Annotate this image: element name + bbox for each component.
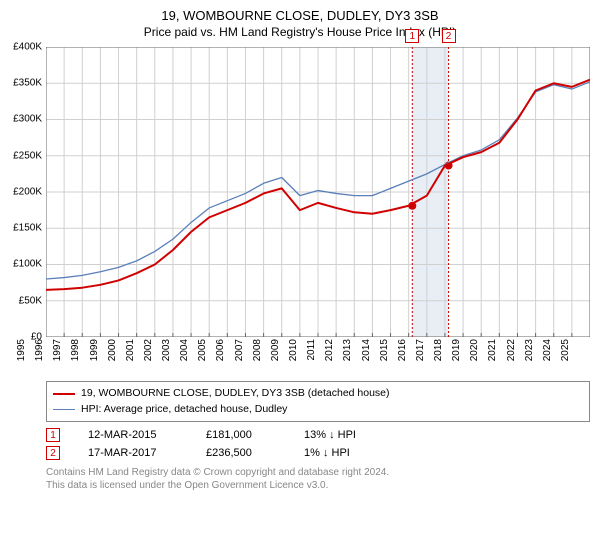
x-tick-label: 2003 [161,339,172,369]
sale-price: £236,500 [206,447,276,459]
x-tick-label: 2022 [506,339,517,369]
legend-label: 19, WOMBOURNE CLOSE, DUDLEY, DY3 3SB (de… [81,386,390,402]
x-tick-label: 2011 [306,339,317,369]
x-tick-label: 2004 [179,339,190,369]
x-tick-label: 2019 [451,339,462,369]
x-tick-label: 2021 [487,339,498,369]
sale-date: 12-MAR-2015 [88,429,178,441]
x-tick-label: 2005 [197,339,208,369]
legend-swatch [53,393,75,395]
sale-marker-box: 1 [46,428,60,442]
x-tick-label: 2016 [397,339,408,369]
x-tick-label: 2002 [143,339,154,369]
footer-line-2: This data is licensed under the Open Gov… [46,479,590,492]
sale-date: 17-MAR-2017 [88,447,178,459]
x-tick-label: 2007 [234,339,245,369]
sales-table: 1 12-MAR-2015 £181,000 13% ↓ HPI 2 17-MAR-201… [46,428,590,460]
footer-attribution: Contains HM Land Registry data © Crown c… [46,466,590,492]
sale-marker-2: 2 [442,29,456,43]
x-tick-label: 1996 [34,339,45,369]
x-tick-label: 2006 [215,339,226,369]
sale-marker-1: 1 [405,29,419,43]
sale-diff: 1% ↓ HPI [304,447,350,459]
x-tick-label: 1998 [70,339,81,369]
sale-row: 1 12-MAR-2015 £181,000 13% ↓ HPI [46,428,590,442]
x-tick-label: 2008 [252,339,263,369]
x-tick-label: 2017 [415,339,426,369]
x-tick-label: 2012 [324,339,335,369]
legend-box: 19, WOMBOURNE CLOSE, DUDLEY, DY3 3SB (de… [46,381,590,423]
y-tick-label: £150K [13,223,42,234]
chart-title: 19, WOMBOURNE CLOSE, DUDLEY, DY3 3SB [0,0,600,25]
chart-container: 19, WOMBOURNE CLOSE, DUDLEY, DY3 3SB Pri… [0,0,600,560]
x-tick-label: 2009 [270,339,281,369]
sale-price: £181,000 [206,429,276,441]
x-axis-labels: 1995199619971998199920002001200220032004… [46,337,590,377]
x-tick-label: 2024 [542,339,553,369]
chart-subtitle: Price paid vs. HM Land Registry's House … [0,25,600,43]
y-tick-label: £250K [13,150,42,161]
x-tick-label: 2023 [524,339,535,369]
y-tick-label: £350K [13,78,42,89]
chart-area: 12 1995199619971998199920002001200220032… [46,47,590,377]
x-tick-label: 1999 [89,339,100,369]
plot-svg [46,47,590,337]
footer-line-1: Contains HM Land Registry data © Crown c… [46,466,590,479]
legend-swatch [53,409,75,410]
sale-row: 2 17-MAR-2017 £236,500 1% ↓ HPI [46,446,590,460]
x-tick-label: 2000 [107,339,118,369]
plot-area: 12 [46,47,590,337]
x-tick-label: 2014 [361,339,372,369]
y-tick-label: £200K [13,186,42,197]
x-tick-label: 2001 [125,339,136,369]
x-tick-label: 2010 [288,339,299,369]
x-tick-label: 2025 [560,339,571,369]
sale-diff: 13% ↓ HPI [304,429,356,441]
sale-marker-box: 2 [46,446,60,460]
y-tick-label: £0 [31,331,42,342]
x-tick-label: 1997 [52,339,63,369]
legend-item: HPI: Average price, detached house, Dudl… [53,402,583,418]
legend-label: HPI: Average price, detached house, Dudl… [81,402,287,418]
y-tick-label: £100K [13,259,42,270]
y-tick-label: £400K [13,41,42,52]
x-tick-label: 2018 [433,339,444,369]
x-tick-label: 1995 [16,339,27,369]
legend-item: 19, WOMBOURNE CLOSE, DUDLEY, DY3 3SB (de… [53,386,583,402]
x-tick-label: 2013 [342,339,353,369]
x-tick-label: 2015 [379,339,390,369]
y-tick-label: £50K [19,295,42,306]
y-tick-label: £300K [13,114,42,125]
x-tick-label: 2020 [469,339,480,369]
